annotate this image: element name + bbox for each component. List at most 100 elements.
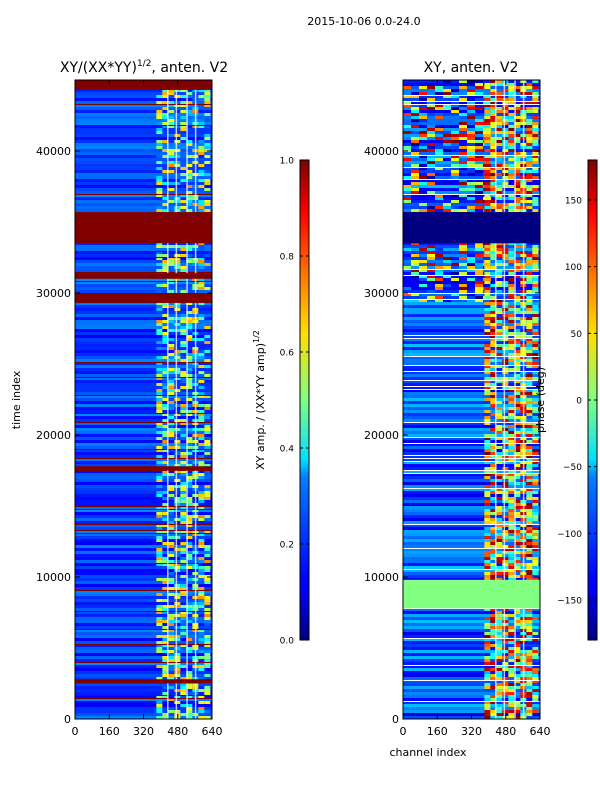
heatmap-row (403, 251, 540, 254)
heatmap-row (403, 554, 540, 557)
heatmap-cell (508, 536, 515, 539)
heatmap-cell (496, 707, 503, 710)
heatmap-cell (508, 284, 515, 287)
heatmap-cell (514, 356, 521, 359)
heatmap-cell (186, 377, 193, 380)
heatmap-cell (180, 491, 187, 494)
heatmap-cell (502, 656, 509, 659)
heatmap-row (75, 356, 212, 359)
colorbar-tick-label: 0.0 (280, 637, 295, 647)
heatmap-cell (496, 95, 503, 98)
heatmap-cell (526, 179, 533, 182)
heatmap-cell (162, 368, 169, 371)
heatmap-cell (502, 497, 509, 500)
heatmap-row (75, 476, 212, 479)
heatmap-cell (467, 197, 475, 200)
heatmap-cell (180, 587, 187, 590)
heatmap-cell (180, 566, 187, 569)
heatmap-row (403, 653, 540, 656)
heatmap-cell (168, 515, 175, 518)
heatmap-row (403, 494, 540, 497)
heatmap-cell (204, 659, 211, 662)
heatmap-cell (168, 542, 175, 545)
heatmap-row (75, 689, 212, 692)
heatmap-cell (514, 251, 521, 254)
heatmap-cell (526, 281, 533, 284)
heatmap-cell (467, 299, 475, 302)
heatmap-cell (198, 599, 205, 602)
heatmap-row (403, 374, 540, 377)
heatmap-cell (502, 362, 509, 365)
heatmap-cell (502, 149, 509, 152)
heatmap-cell (484, 101, 491, 104)
heatmap-cell (459, 137, 467, 140)
heatmap-row (75, 263, 212, 266)
heatmap-cell (180, 632, 187, 635)
heatmap-cell (508, 206, 515, 209)
heatmap-cell (204, 140, 211, 143)
heatmap-cell (508, 515, 515, 518)
heatmap-row (75, 515, 212, 518)
heatmap-cell (156, 608, 163, 611)
heatmap-cell (532, 101, 539, 104)
heatmap-row (403, 659, 540, 662)
heatmap-cell (508, 665, 515, 668)
heatmap-cell (174, 149, 181, 152)
heatmap-cell (484, 119, 491, 122)
heatmap-cell (532, 140, 539, 143)
heatmap-cell (514, 380, 521, 383)
heatmap-row (75, 518, 212, 521)
xtick-label: 160 (99, 725, 120, 738)
heatmap-cell (514, 494, 521, 497)
heatmap-cell (168, 524, 175, 527)
heatmap-cell (483, 263, 491, 266)
heatmap-cell (435, 272, 443, 275)
heatmap-cell (156, 290, 163, 293)
heatmap-cell (156, 131, 163, 134)
heatmap-cell (490, 371, 497, 374)
heatmap-cell (174, 530, 181, 533)
heatmap-cell (162, 668, 169, 671)
heatmap-cell (467, 107, 475, 110)
xtick-label: 320 (133, 725, 154, 738)
heatmap-row (403, 692, 540, 695)
heatmap-row (75, 512, 212, 515)
heatmap-cell (490, 338, 497, 341)
heatmap-cell (156, 263, 163, 266)
heatmap-cell (475, 143, 483, 146)
heatmap-cell (162, 203, 169, 206)
heatmap-cell (496, 194, 503, 197)
heatmap-cell (186, 479, 193, 482)
heatmap-cell (156, 554, 163, 557)
heatmap-row (75, 311, 212, 314)
heatmap-row (75, 407, 212, 410)
heatmap-cell (496, 254, 503, 257)
heatmap-cell (204, 548, 211, 551)
heatmap-cell (508, 434, 515, 437)
heatmap-cell (532, 545, 539, 548)
heatmap-gap-line (403, 524, 540, 525)
heatmap-cell (514, 188, 521, 191)
heatmap-cell (496, 242, 503, 245)
heatmap-cell (204, 638, 211, 641)
heatmap-cell (514, 620, 521, 623)
heatmap-cell (484, 287, 491, 290)
heatmap-cell (526, 683, 533, 686)
heatmap-cell (186, 632, 193, 635)
heatmap-row (403, 377, 540, 380)
heatmap-cell (532, 503, 539, 506)
heatmap-cell (427, 182, 435, 185)
heatmap-cell (508, 86, 515, 89)
heatmap-row (75, 629, 212, 632)
heatmap-row (75, 203, 212, 206)
heatmap-row (75, 104, 212, 107)
heatmap-cell (514, 362, 521, 365)
heatmap-row (403, 353, 540, 356)
heatmap-cell (508, 203, 515, 206)
heatmap-cell (514, 563, 521, 566)
heatmap-row (75, 608, 212, 611)
heatmap-cell (532, 131, 539, 134)
heatmap-cell (484, 344, 491, 347)
heatmap-cell (419, 119, 427, 122)
heatmap-cell (162, 380, 169, 383)
